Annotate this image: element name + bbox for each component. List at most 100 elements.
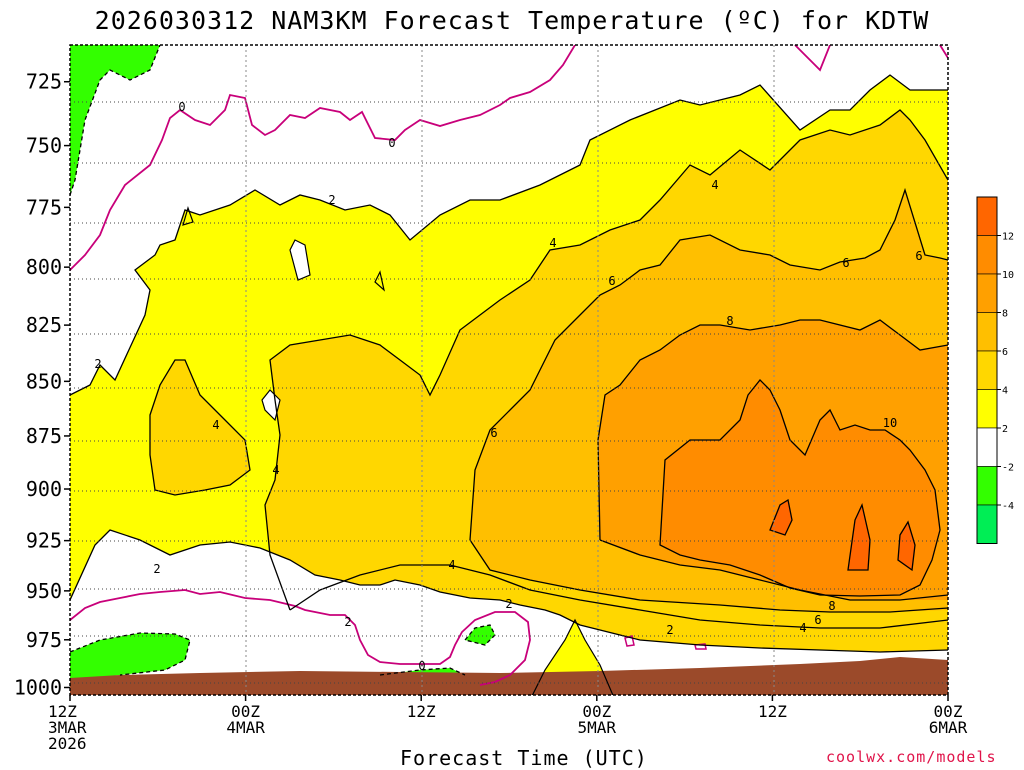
colorbar-bin [976,466,998,506]
band-below-minus-2-bottom-left [70,633,190,678]
isotherm-12-b [847,503,871,571]
x-tick-label: 12Z [758,702,787,721]
isotherm-2-surface-tongue [531,618,614,695]
contour-label: 2 [153,562,160,576]
contour-label: 6 [842,256,849,270]
y-tick-label: 925 [26,529,62,553]
contour-label: 4 [272,463,279,477]
colorbar-bin [976,273,998,313]
x-tick-label: 00Z [582,702,611,721]
colorbar-label: 10 [1002,270,1014,281]
colorbar-label: -2 [1002,463,1014,474]
credit-text: coolwx.com/models [826,748,997,766]
isotherm-0-top-right [794,45,831,72]
isotherm-0-lower [70,589,531,686]
isotherm-minus-2-pocket-a [463,624,496,646]
contour-label: 6 [915,249,922,263]
contour-label: 8 [726,314,733,328]
colorbar-bin [976,312,998,352]
isotherm-4 [264,109,948,611]
isotherm-8-lower [599,539,948,601]
x-tick-label: 3MAR [48,718,87,737]
isotherm-4-lower [289,564,948,629]
isotherm-0-top-corner [939,45,948,59]
isotherm-8 [597,319,948,541]
isotherm-2 [70,74,948,396]
contour-label: 0 [418,659,425,673]
colorbar-bin [976,196,998,236]
band-upper-white [70,45,948,395]
contour-label: 4 [212,418,219,432]
band-white-pocket-1 [262,390,280,420]
contour-label: 2 [666,623,673,637]
isotherm-10 [659,379,941,597]
x-tick-label: 2026 [48,734,87,753]
y-tick-label: 800 [26,255,62,279]
contour-label: 10 [883,416,897,430]
contour-label: 8 [828,599,835,613]
x-tick-label: 00Z [934,702,963,721]
contour-label: 0 [178,100,185,114]
contour-label: 0 [388,136,395,150]
isotherm-6 [469,187,948,541]
x-axis-title: Forecast Time (UTC) [400,746,648,770]
band-below-minus-2-pocket-a [465,625,495,645]
x-tick-label: 00Z [231,702,260,721]
isotherm-2-pocket-2 [289,239,311,281]
band-12-plus-c [898,522,915,570]
colorbar-label: 4 [1002,386,1008,397]
isotherm-6-lower [469,539,948,613]
x-tick-label: 12Z [407,702,436,721]
temperature-field [70,45,948,695]
y-tick-label: 975 [26,628,62,652]
band-below-minus-2-top-left [70,45,160,195]
contour-label: 4 [711,178,718,192]
contour-label: 6 [814,613,821,627]
gridlines-vertical [245,45,775,695]
y-tick-label: 900 [26,477,62,501]
chart-title: 2026030312 NAM3KM Forecast Temperature (… [94,6,930,35]
y-tick-label: 1000 [14,675,62,699]
colorbar-bin [976,504,998,544]
x-tick-label: 4MAR [226,718,265,737]
isotherm-2-pocket-1 [261,389,281,422]
colorbar-label: -4 [1002,501,1014,512]
isotherm-12-c [897,520,916,572]
band-4-6-left-blob [150,360,250,495]
isotherm-0-upper [70,45,576,271]
contour-label: 4 [448,558,455,572]
contour-label: 6 [490,426,497,440]
isotherm-minus-2-bottom-left [70,632,191,676]
band-12-plus-b [848,505,870,570]
colorbar-bin [976,427,998,467]
x-tick-label: 5MAR [578,718,617,737]
y-tick-label: 750 [26,134,62,158]
contour-label: 6 [608,274,615,288]
colorbar-bin [976,389,998,429]
isotherm-2-lower [70,529,948,653]
y-tick-label: 875 [26,424,62,448]
colorbar-label: 8 [1002,309,1008,320]
y-tick-label: 825 [26,313,62,337]
colorbar-frame [976,196,998,544]
y-axis: 725 750 775 800 825 850 875 900 925 950 975 1000 [14,70,70,699]
contour-label: 2 [328,193,335,207]
isotherm-2-speck-1 [182,206,194,226]
contour-label: 4 [799,621,806,635]
contour-label: 4 [549,236,556,250]
colorbar-label: 2 [1002,424,1008,435]
colorbar-bin [976,350,998,390]
isotherm-12-a [769,498,793,536]
colorbar-label: 12 [1002,232,1014,243]
x-tick-label: 6MAR [929,718,968,737]
colorbar-label: 6 [1002,347,1008,358]
y-tick-label: 950 [26,579,62,603]
contour-label: 2 [94,357,101,371]
y-tick-label: 725 [26,70,62,94]
y-tick-label: 850 [26,369,62,393]
plot-frame [69,44,949,696]
colorbar-bin [976,235,998,275]
contour-label: 2 [344,615,351,629]
